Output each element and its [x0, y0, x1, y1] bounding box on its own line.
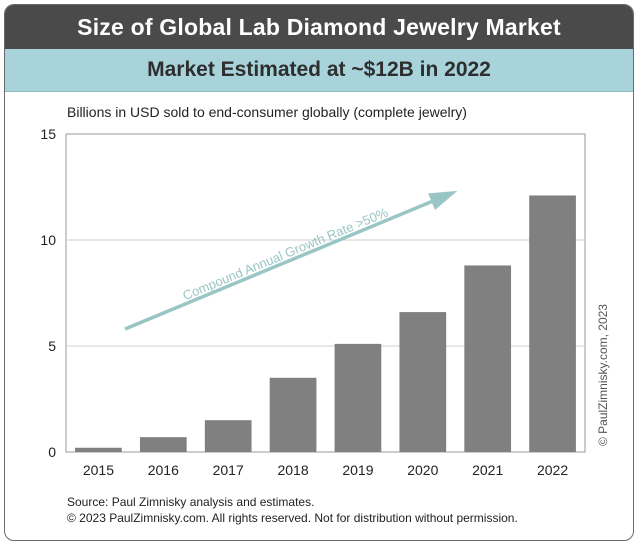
growth-arrow-line — [124, 200, 433, 331]
y-axis-label: Billions in USD sold to end-consumer glo… — [67, 104, 467, 120]
x-tick-label: 2019 — [342, 462, 373, 478]
x-tick-label: 2021 — [472, 462, 503, 478]
chart-title: Size of Global Lab Diamond Jewelry Marke… — [5, 5, 633, 49]
bar-2018 — [269, 377, 317, 452]
y-tick-label: 15 — [40, 126, 56, 142]
x-tick-label: 2022 — [537, 462, 568, 478]
chart-subtitle: Market Estimated at ~$12B in 2022 — [5, 49, 633, 92]
bar-2019 — [334, 343, 382, 452]
x-tick-label: 2017 — [213, 462, 244, 478]
bar-2020 — [399, 312, 447, 452]
x-tick-label: 2018 — [277, 462, 308, 478]
bar-2015 — [75, 447, 122, 452]
plot-area — [65, 133, 586, 453]
y-tick-label: 10 — [40, 232, 56, 248]
bar-2017 — [204, 420, 252, 452]
bar-2022 — [529, 195, 576, 453]
growth-arrow-head — [428, 190, 458, 210]
bar-2016 — [139, 437, 187, 452]
x-tick-label: 2020 — [407, 462, 438, 478]
source-note: Source: Paul Zimnisky analysis and estim… — [67, 495, 315, 509]
copyright-note: © 2023 PaulZimnisky.com. All rights rese… — [67, 511, 518, 525]
bar-2021 — [464, 265, 512, 452]
x-tick-label: 2015 — [83, 462, 114, 478]
chart-source: Source: Paul Zimnisky analysis and estim… — [67, 494, 518, 526]
y-tick-label: 5 — [48, 338, 56, 354]
y-tick-label: 0 — [48, 444, 56, 460]
x-tick-label: 2016 — [148, 462, 179, 478]
growth-annotation: Compound Annual Growth Rate >50% — [180, 204, 390, 303]
vertical-copyright: © PaulZimnisky.com, 2023 — [596, 304, 610, 446]
